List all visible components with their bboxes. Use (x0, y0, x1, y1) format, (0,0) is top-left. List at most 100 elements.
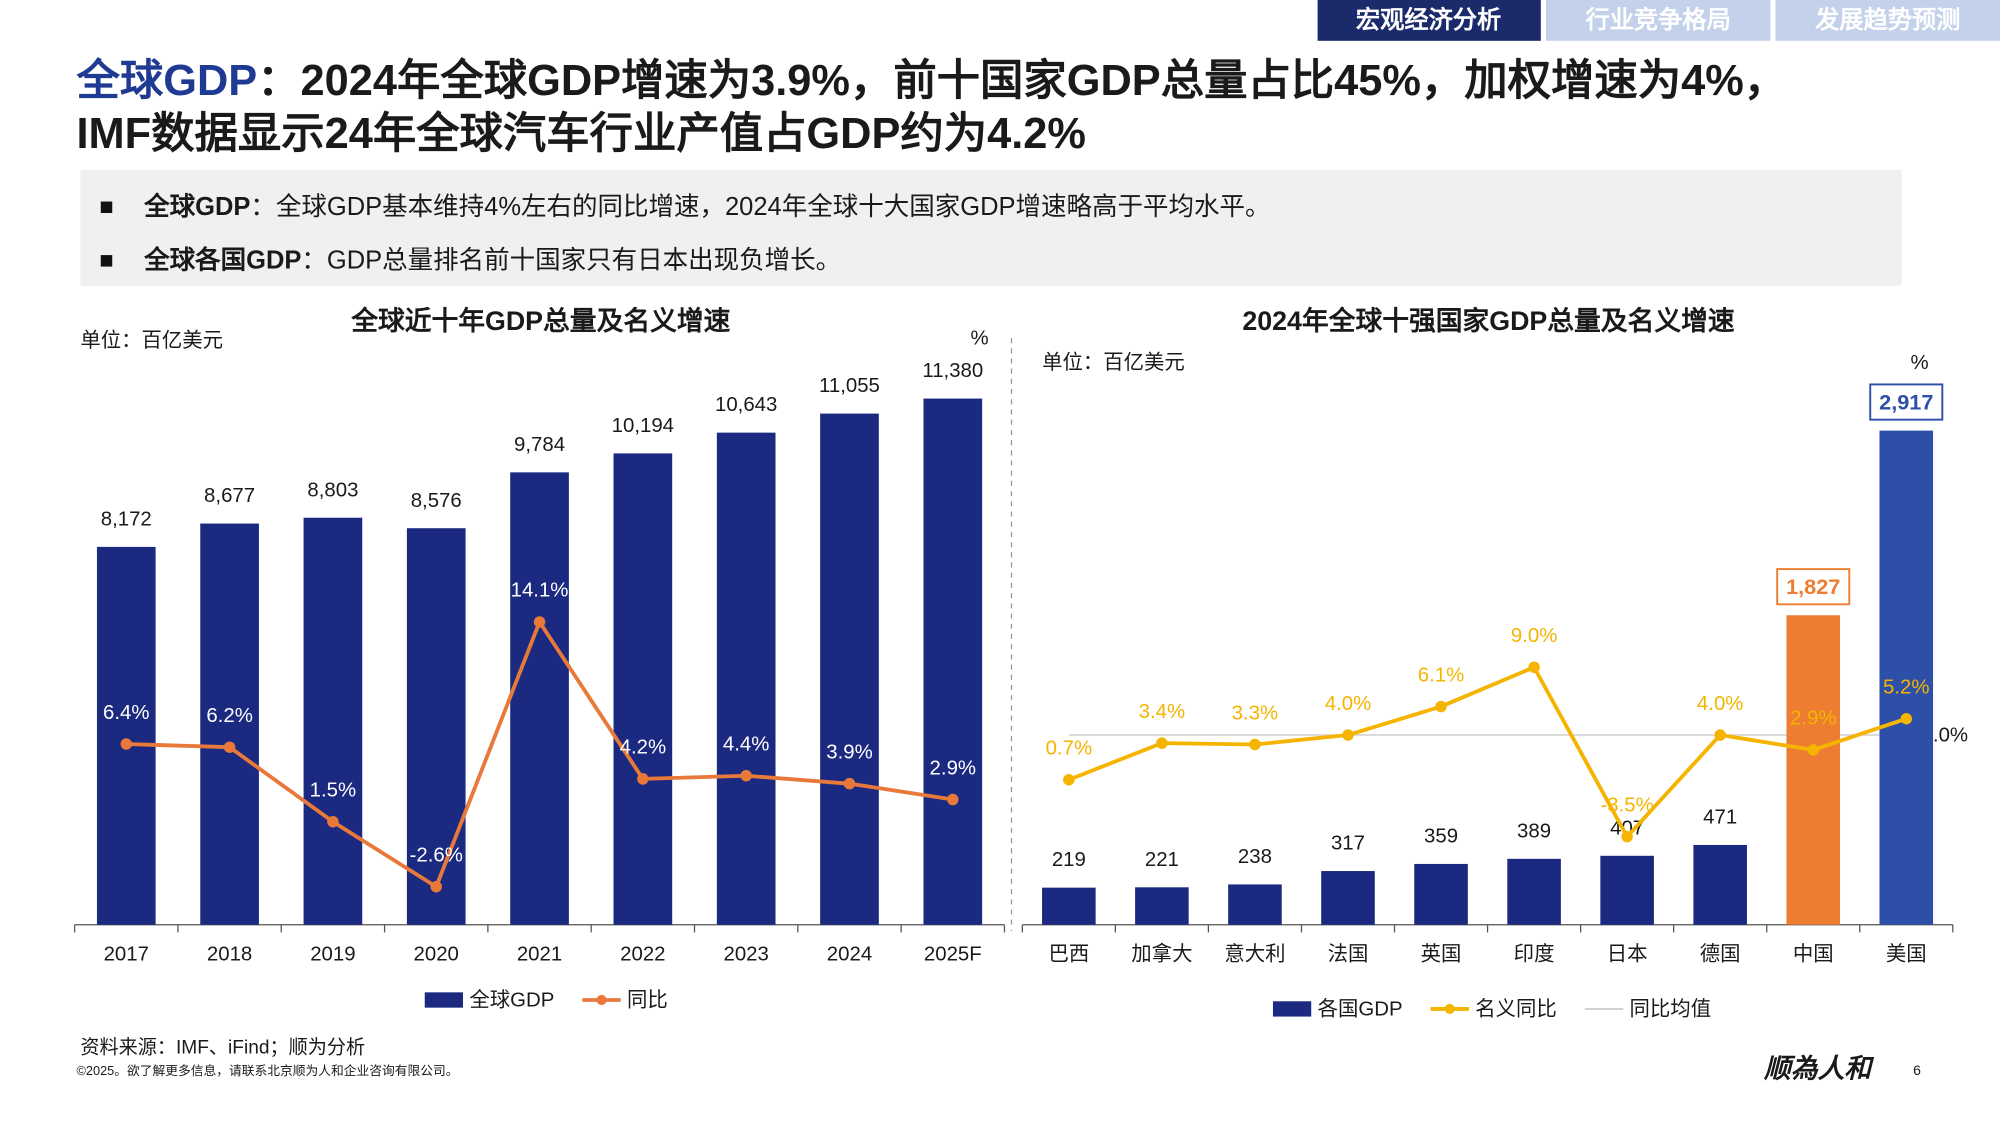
legend-label: 各国GDP (1318, 998, 1403, 1021)
bar (1228, 884, 1282, 925)
unit-label: 单位：百亿美元 (1042, 351, 1185, 374)
line-point (1714, 729, 1726, 741)
page-number: 6 (1913, 1062, 1921, 1078)
x-tick-label: 日本 (1607, 943, 1648, 966)
legend-swatch (424, 992, 464, 1008)
line-point (637, 773, 649, 785)
bullet-text: 全球各国GDP：GDP总量排名前十国家只有日本出现负增长。 (143, 245, 841, 274)
chart-title: 全球近十年GDP总量及名义增速 (350, 305, 730, 336)
legend-swatch (1444, 1003, 1455, 1015)
bullet-label: 全球GDP (143, 192, 250, 221)
x-tick-label: 巴西 (1048, 944, 1089, 966)
line-value-label: 9.0% (1511, 625, 1557, 647)
bar (1414, 863, 1468, 925)
bar-value-label: 8,803 (307, 479, 358, 501)
line-point (120, 738, 133, 750)
bar-value-label: 8,172 (101, 508, 152, 530)
line-point (1063, 773, 1075, 786)
bullet (100, 255, 113, 267)
slide-title: 全球GDP：2024年全球GDP增速为3.9%，前十国家GDP总量占比45%，加… (76, 57, 1788, 106)
bar (200, 523, 259, 925)
bar-value-label: 11,380 (922, 360, 983, 382)
bar (96, 546, 156, 925)
nav-label[interactable]: 行业竞争格局 (1584, 6, 1730, 34)
bar-value-label: 8,677 (204, 485, 255, 507)
bar (406, 528, 466, 925)
line-point (1156, 737, 1168, 749)
x-tick-label: 德国 (1700, 943, 1741, 966)
bar-value-label: 471 (1703, 807, 1737, 829)
bar-value-label: 10,194 (612, 415, 674, 437)
line-value-label: 4.0% (1697, 693, 1743, 715)
x-tick-label: 2019 (310, 944, 355, 966)
line-value-label: 0.7% (1046, 738, 1092, 760)
line-point (1342, 729, 1354, 741)
line-point (1528, 661, 1540, 673)
line-value-label: 3.9% (826, 741, 872, 763)
x-tick-label: 2020 (414, 944, 459, 966)
line-point (223, 741, 236, 753)
nav-tab[interactable] (1545, 0, 1771, 41)
bullet-text: 全球GDP：全球GDP基本维持4%左右的同比增速，2024年全球十大国家GDP增… (143, 192, 1270, 221)
bar (613, 453, 673, 925)
bullet-body: ：GDP总量排名前十国家只有日本出现负增长。 (301, 246, 841, 274)
summary-box (80, 169, 1902, 286)
line-point (533, 616, 546, 628)
line-value-label: 4.2% (620, 737, 666, 759)
line-point (1900, 713, 1913, 725)
line-value-label: 5.2% (1883, 677, 1929, 699)
x-tick-label: 2024 (827, 944, 872, 966)
line-value-label: -2.6% (410, 844, 463, 866)
line-value-label: 14.1% (511, 580, 569, 602)
legend-swatch (1272, 1001, 1312, 1017)
unit-label: 单位：百亿美元 (80, 329, 223, 352)
line-value-label: 6.2% (206, 705, 252, 727)
bar-value-label: 9,784 (514, 434, 565, 456)
bar (820, 413, 879, 925)
line-value-label: 3.3% (1232, 702, 1278, 724)
x-tick-label: 2023 (723, 944, 768, 966)
bar (510, 472, 569, 925)
source: 资料来源：IMF、iFind；顺为分析 (80, 1037, 365, 1059)
value-label-box (1869, 383, 1944, 421)
nav-label[interactable]: 发展趋势预测 (1814, 6, 1960, 34)
nav-tab[interactable] (1775, 0, 2000, 41)
line-point (1621, 830, 1633, 843)
bar (1135, 887, 1189, 925)
title-text: ：2024年全球GDP增速为3.9%，前十国家GDP总量占比45%，加权增速为4… (257, 57, 1787, 106)
legend-label: 同比均值 (1630, 998, 1712, 1021)
line-point (1249, 738, 1261, 751)
x-tick-label: 2018 (207, 944, 252, 966)
bar (1786, 615, 1841, 925)
nav-label[interactable]: 宏观经济分析 (1356, 6, 1501, 34)
slide-title: IMF数据显示24年全球汽车行业产值占GDP约为4.2% (77, 109, 1086, 158)
legend-label: 同比 (627, 989, 668, 1012)
y2-unit: % (971, 328, 989, 350)
x-tick-label: 2017 (104, 944, 149, 966)
bar (1600, 855, 1654, 925)
nav-tab-active[interactable] (1317, 0, 1541, 41)
bar (1693, 844, 1747, 925)
bar-value-label: 221 (1145, 849, 1179, 871)
bar (1879, 430, 1934, 925)
line-point (740, 769, 752, 782)
line-point (327, 815, 339, 828)
reference-label: 4.0% (1922, 725, 1968, 747)
bar (923, 398, 983, 925)
legend-swatch (596, 994, 607, 1006)
bar-value-label: 11,055 (819, 375, 880, 397)
x-tick-label: 2021 (517, 944, 562, 966)
bar-value-label: 2,917 (1879, 390, 1933, 415)
x-tick-label: 印度 (1514, 943, 1555, 966)
line-value-label: 4.4% (723, 734, 769, 756)
x-tick-label: 中国 (1793, 943, 1834, 966)
line-value-label: 6.4% (103, 702, 149, 724)
line-point (843, 777, 856, 790)
x-tick-label: 加拿大 (1131, 942, 1192, 966)
bar-value-label: 389 (1517, 820, 1551, 842)
x-tick-label: 2025F (924, 944, 982, 966)
x-tick-label: 法国 (1328, 943, 1369, 966)
line-value-label: 3.4% (1139, 701, 1185, 723)
